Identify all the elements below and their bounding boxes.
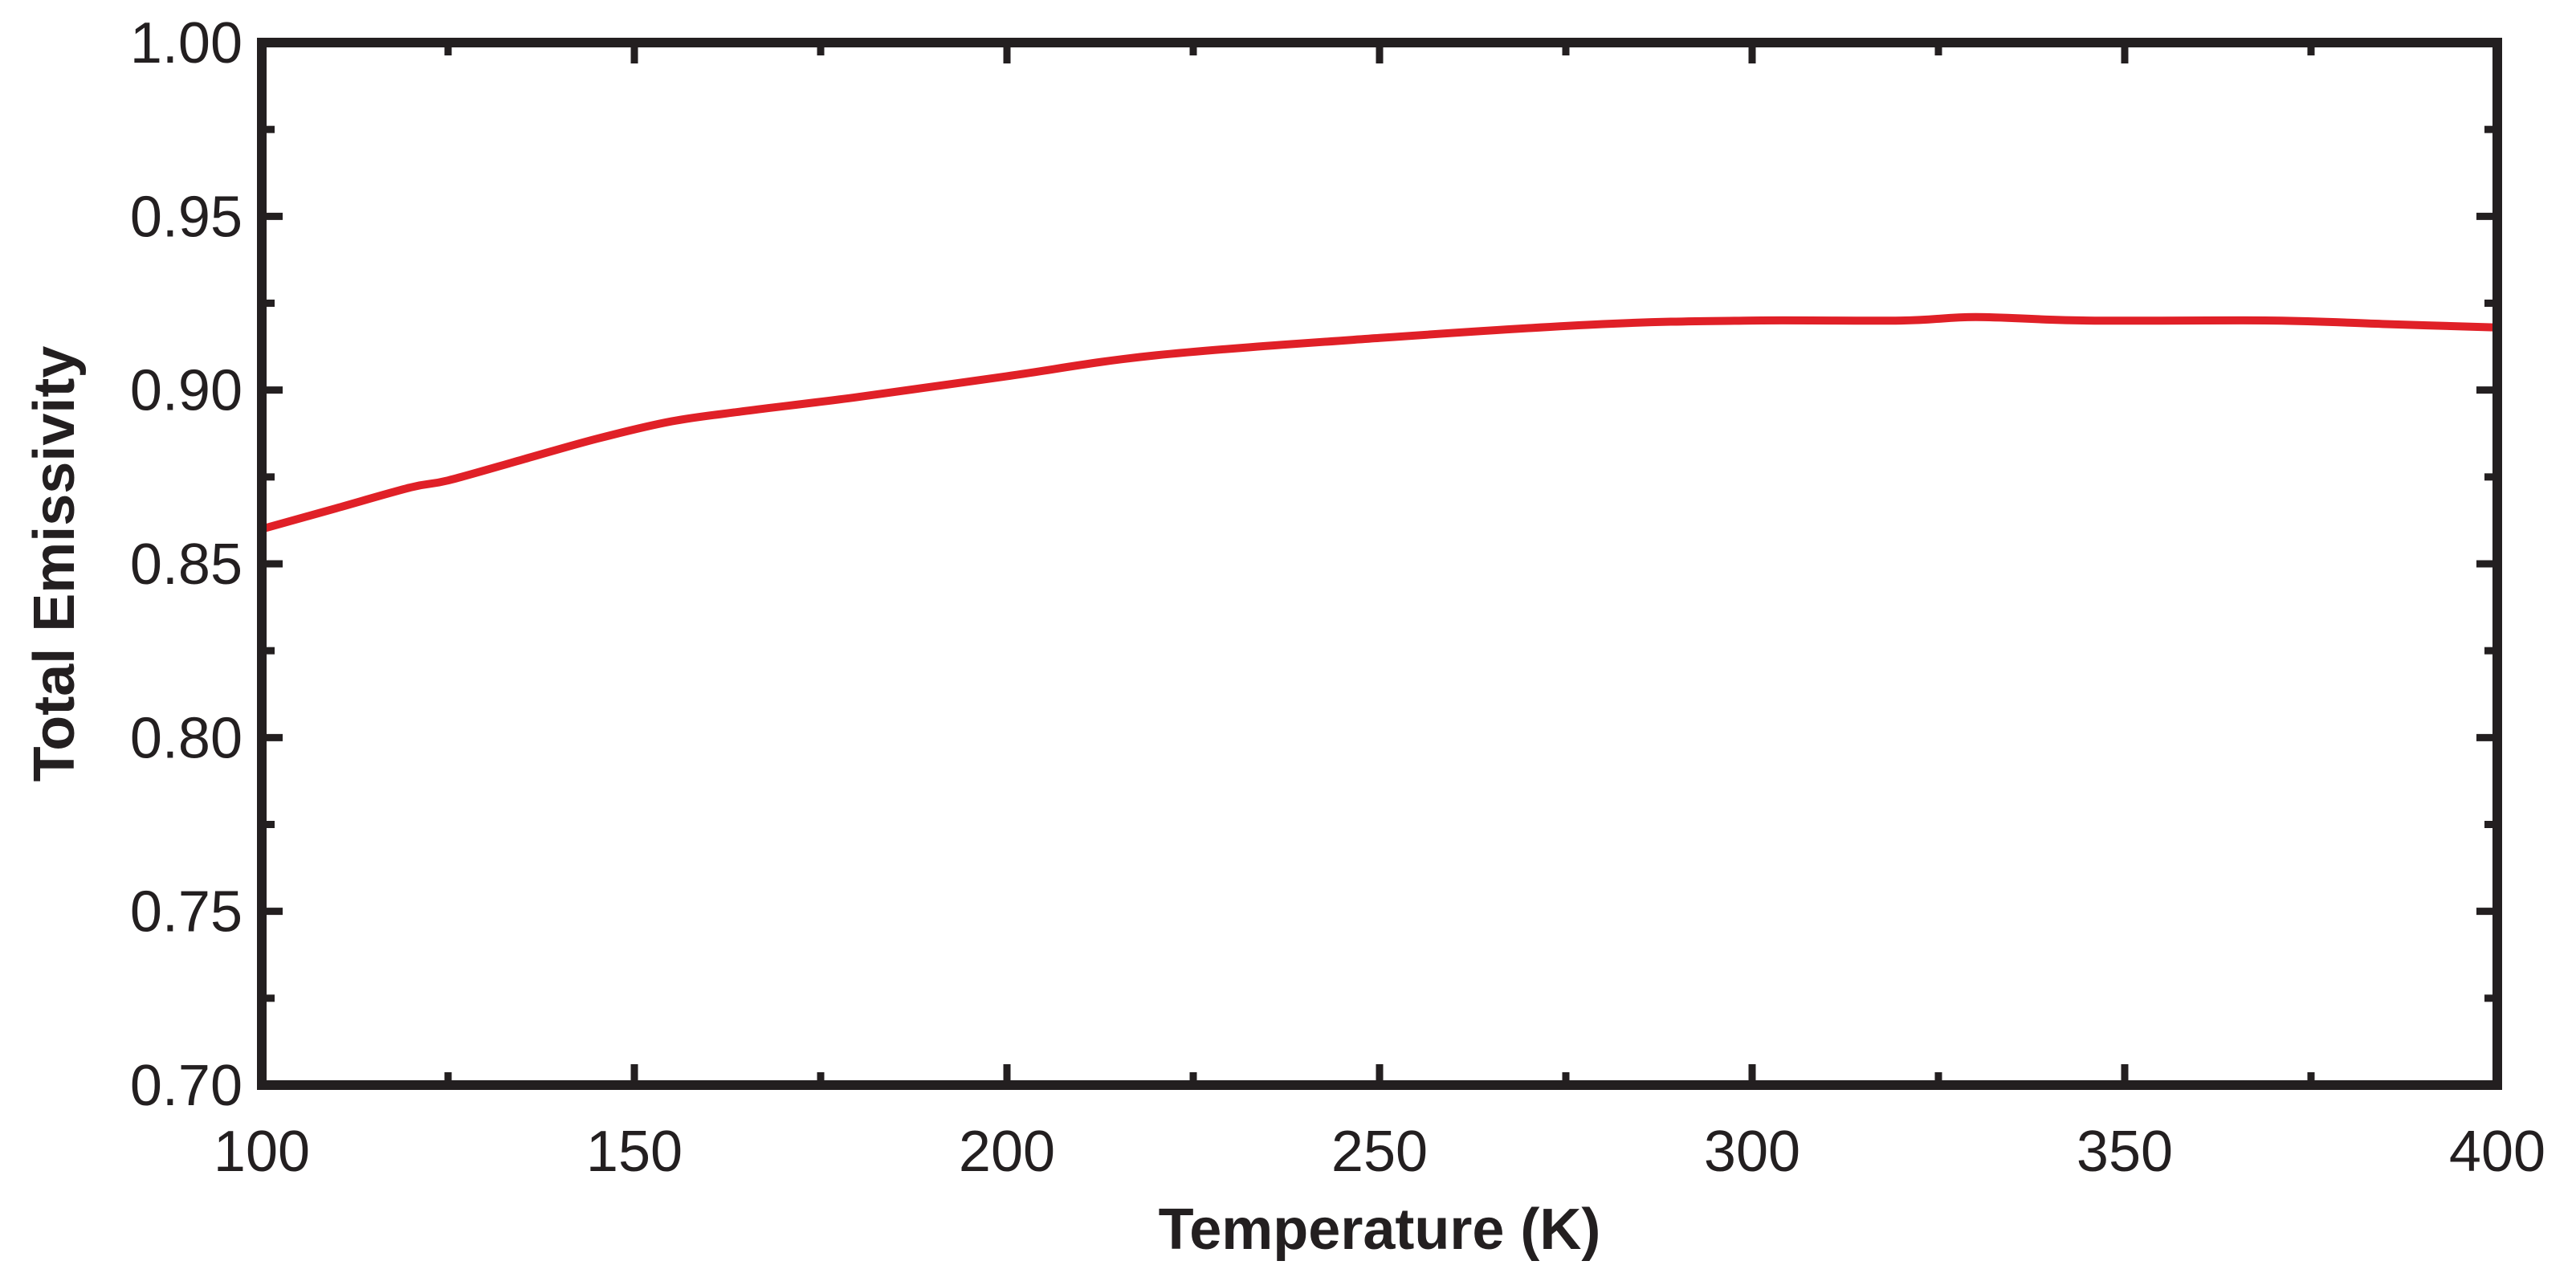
x-tick-label: 150 <box>586 1120 683 1184</box>
y-tick-label: 0.75 <box>130 880 243 945</box>
y-axis-title: Total Emissivity <box>22 346 87 782</box>
y-tick-label: 0.95 <box>130 185 243 249</box>
x-tick-label: 300 <box>1704 1120 1800 1184</box>
ticks-layer <box>258 39 2501 1089</box>
y-tick-label: 0.90 <box>130 359 243 423</box>
x-tick-label: 100 <box>214 1120 310 1184</box>
y-tick-label: 1.00 <box>130 11 243 75</box>
y-tick-label: 0.70 <box>130 1054 243 1118</box>
series-layer <box>260 312 2498 533</box>
emissivity-series-line <box>260 312 2498 533</box>
x-axis-title: Temperature (K) <box>1159 1198 1601 1262</box>
y-tick-label: 0.80 <box>130 706 243 770</box>
x-tick-label: 200 <box>959 1120 1055 1184</box>
x-tick-label: 250 <box>1331 1120 1428 1184</box>
x-tick-label: 400 <box>2449 1120 2545 1184</box>
plot-frame <box>257 38 2502 1090</box>
x-tick-labels: 100 150 200 250 300 350 400 <box>214 1120 2545 1184</box>
y-tick-label: 0.85 <box>130 533 243 597</box>
x-tick-label: 350 <box>2077 1120 2173 1184</box>
y-tick-labels: 0.70 0.75 0.80 0.85 0.90 0.95 1.00 <box>130 11 243 1118</box>
